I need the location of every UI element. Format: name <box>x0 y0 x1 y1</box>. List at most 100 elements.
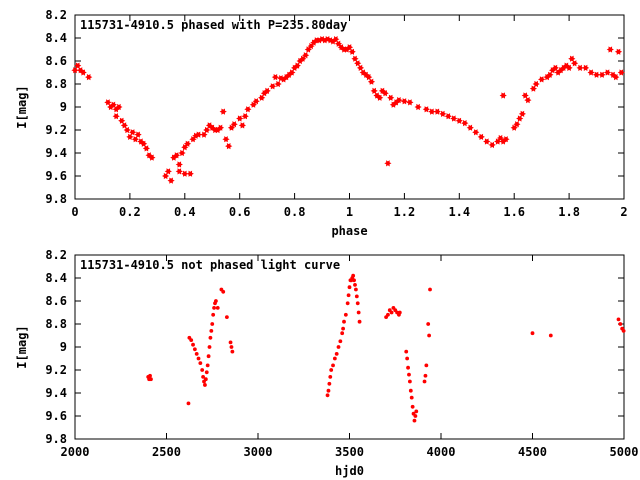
data-point <box>428 108 436 115</box>
y-tick-label: 9.4 <box>45 386 67 400</box>
data-point <box>548 333 553 338</box>
data-point <box>518 110 526 117</box>
data-point <box>496 134 505 142</box>
data-point <box>258 94 266 101</box>
data-point <box>365 74 373 81</box>
y-tick-label: 8.6 <box>45 294 67 308</box>
x-tick-label: 1.2 <box>394 205 416 219</box>
data-point <box>359 69 367 76</box>
data-point <box>194 352 199 356</box>
data-point <box>614 48 623 55</box>
data-point <box>370 87 378 94</box>
data-point <box>79 69 87 76</box>
data-point <box>304 46 312 53</box>
data-point <box>568 55 576 62</box>
data-point <box>260 90 268 97</box>
x-tick-label: 4000 <box>427 445 456 459</box>
data-point <box>112 113 120 120</box>
data-point <box>414 103 422 111</box>
data-point <box>592 71 601 78</box>
data-point <box>140 140 148 147</box>
data-point <box>565 64 573 71</box>
data-point <box>178 149 186 157</box>
data-point <box>562 62 570 69</box>
y-tick-label: 9.6 <box>45 169 67 183</box>
data-point <box>194 131 203 138</box>
data-point <box>327 381 332 386</box>
data-point <box>203 383 207 387</box>
data-point <box>274 80 282 88</box>
data-point <box>521 92 529 99</box>
data-point <box>355 301 360 306</box>
x-tick-label: 5000 <box>610 445 639 459</box>
data-point <box>582 64 590 71</box>
x-tick-label: 1 <box>346 205 353 219</box>
data-point <box>427 333 432 338</box>
data-point <box>524 97 532 104</box>
data-point <box>302 52 310 59</box>
data-point <box>175 168 183 175</box>
data-point <box>285 71 293 78</box>
data-point <box>603 69 612 76</box>
data-point <box>181 144 189 151</box>
data-point <box>384 160 392 167</box>
x-tick-label: 0.2 <box>119 205 141 219</box>
data-point <box>252 98 260 105</box>
data-point <box>406 99 414 106</box>
data-point <box>329 368 334 372</box>
data-point <box>450 115 458 122</box>
data-point <box>269 83 277 90</box>
data-point <box>277 75 285 82</box>
data-point <box>211 312 216 317</box>
data-point <box>192 347 197 352</box>
data-point <box>200 368 205 372</box>
data-point <box>104 99 112 106</box>
y-tick-label: 9 <box>60 100 67 114</box>
data-point <box>280 76 288 83</box>
data-point <box>192 132 200 139</box>
data-point <box>337 44 345 51</box>
data-point <box>348 48 356 55</box>
y-tick-label: 8.4 <box>45 271 67 285</box>
data-point <box>183 140 192 147</box>
data-point <box>340 331 345 336</box>
data-point <box>186 170 194 177</box>
data-point <box>170 154 178 161</box>
data-point <box>321 37 329 44</box>
data-point <box>205 122 214 129</box>
data-point <box>219 108 227 115</box>
data-point <box>325 393 330 398</box>
unphased-light-curve-plot: 2000 2500 3000 3500 4000 4500 5000 8.2 8.4 8.6 8.8… <box>15 248 638 478</box>
data-point <box>76 67 85 74</box>
data-point <box>142 145 150 152</box>
data-point <box>307 42 315 50</box>
data-point <box>609 71 617 78</box>
data-point <box>422 106 430 113</box>
data-point <box>516 115 524 122</box>
data-point <box>249 101 257 108</box>
x-axis-label: hjd0 <box>335 464 364 478</box>
y-axis-label: I[mag] <box>15 85 29 128</box>
data-point <box>118 117 126 124</box>
data-point <box>387 94 395 101</box>
data-point <box>288 69 296 76</box>
data-point <box>345 301 350 306</box>
data-point <box>357 319 362 324</box>
data-point <box>392 99 400 106</box>
data-point <box>587 69 595 76</box>
data-point <box>334 40 343 47</box>
data-point <box>173 152 181 159</box>
data-point <box>315 37 323 44</box>
data-point <box>407 372 411 377</box>
data-point <box>336 345 341 349</box>
data-point <box>439 110 447 117</box>
data-point <box>606 46 614 53</box>
data-point <box>332 36 340 43</box>
data-point <box>134 131 142 138</box>
data-point <box>414 409 419 414</box>
data-point <box>107 103 115 111</box>
data-point <box>513 121 521 128</box>
data-point <box>148 373 152 378</box>
x-tick-label: 0.6 <box>229 205 251 219</box>
data-point <box>376 94 384 101</box>
